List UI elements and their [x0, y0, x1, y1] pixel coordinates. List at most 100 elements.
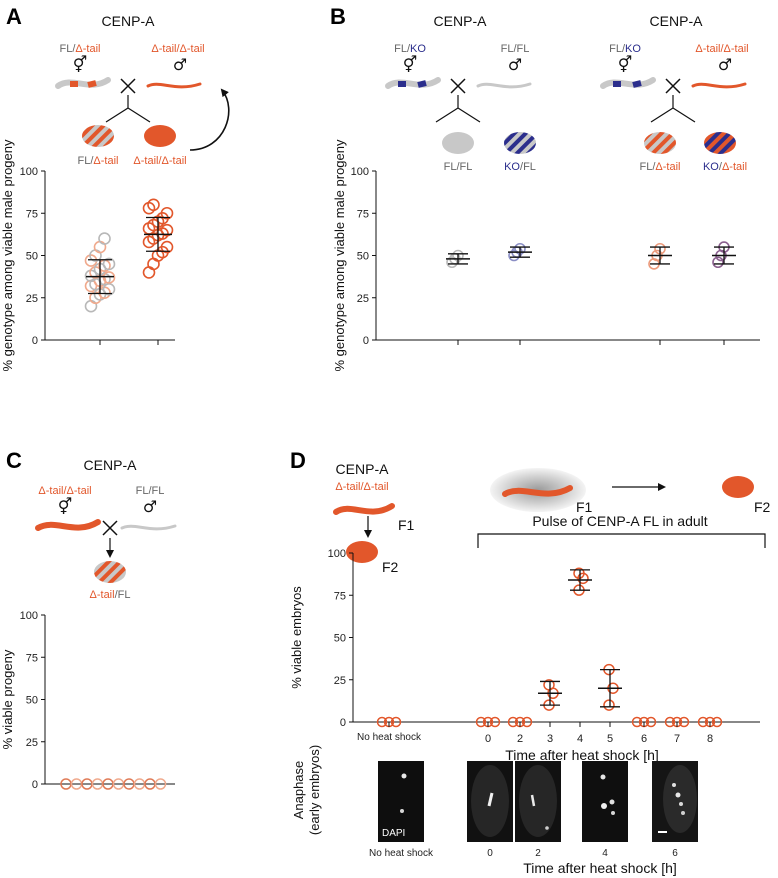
data-point: [711, 716, 723, 728]
data-point: [102, 257, 116, 271]
male-worm-icon: [120, 524, 177, 531]
hermaphrodite-worm-stripes-icon: [70, 80, 97, 88]
panel-c-hermaphrodite-genotype: Δ-tail/Δ-tail: [38, 485, 91, 497]
panel-b1-male-genotype: FL/FL: [501, 43, 530, 55]
panel-c-schematic: C CENP-A Δ-tail/Δ-tail FL/FL ⚥ ♂ Δ-tail/…: [6, 448, 177, 601]
panel-a-male-genotype: Δ-tail/Δ-tail: [151, 43, 204, 55]
micrograph-label-6: 6: [672, 848, 678, 859]
data-point: [697, 716, 709, 728]
male-worm-icon: [146, 82, 202, 89]
panel-a-title: CENP-A: [102, 13, 156, 29]
cross-icon: [120, 78, 136, 94]
embryo-solid-icon: [722, 476, 754, 498]
panel-d-micrographs: Anaphase (early embryos) DAPI No heat sh…: [291, 745, 698, 876]
cross-icon: [102, 520, 118, 536]
recycle-arrow-icon: [189, 88, 230, 151]
data-point: [98, 232, 111, 245]
data-point: [631, 716, 643, 728]
panel-b2-hermaphrodite-genotype: FL/KO: [609, 43, 641, 55]
micrograph-ylabel-2: (early embryos): [307, 745, 322, 835]
dapi-spot: [675, 792, 681, 798]
dapi-chromatin: [530, 794, 536, 807]
data-point: [573, 567, 585, 580]
y-tick-label: 0: [363, 335, 369, 347]
x-tick-label: 5: [607, 733, 613, 745]
male-symbol: ♂: [143, 497, 157, 516]
x-tick-label: 2: [517, 733, 523, 745]
data-point: [93, 240, 107, 254]
chart-a: 0 25 50 75 100 % genotype among viable male p…: [0, 139, 175, 371]
data-point: [84, 299, 98, 313]
y-tick-label: 75: [334, 590, 346, 602]
panel-b-title-1: CENP-A: [434, 13, 488, 29]
cross-icon: [450, 78, 466, 94]
y-tick-label: 100: [20, 166, 38, 178]
male-symbol: ♂: [508, 55, 522, 74]
hermaphrodite-worm-stripes-icon: [398, 80, 427, 88]
data-point: [475, 716, 487, 728]
male-worm-icon: [476, 82, 532, 89]
cross-icon: [665, 78, 681, 94]
embryo-outline: [519, 765, 557, 837]
embryo-grey-icon: [442, 132, 474, 154]
panel-b2-male-genotype: Δ-tail/Δ-tail: [695, 43, 748, 55]
panel-b1-progeny-2: KO/FL: [504, 161, 536, 173]
y-tick-label: 50: [357, 251, 369, 263]
micrograph-4h: [582, 761, 628, 842]
y-tick-label: 0: [32, 779, 38, 791]
dapi-spot: [681, 811, 685, 815]
dapi-label: DAPI: [382, 828, 405, 839]
data-point: [664, 716, 676, 728]
y-axis-label: % genotype among viable male progeny: [0, 139, 15, 371]
panel-b-letter: B: [330, 4, 346, 29]
y-axis-label: % viable progeny: [0, 649, 15, 749]
y-tick-label: 100: [328, 548, 346, 560]
hermaphrodite-worm-icon: [35, 519, 101, 531]
panel-b-schematic: B CENP-A FL/KO FL/FL ⚥ ♂ FL/FL KO/FL CEN…: [330, 4, 749, 173]
data-point: [102, 282, 116, 296]
data-point: [147, 198, 160, 212]
data-point: [142, 266, 156, 279]
micrograph-no-heat-shock: [378, 761, 424, 842]
y-axis-label: % genotype among viable male progeny: [332, 139, 347, 371]
data-point: [678, 716, 690, 728]
micrograph-xlabel: Time after heat shock [h]: [523, 860, 677, 876]
male-symbol: ♂: [173, 55, 187, 74]
panel-d-genotype: Δ-tail/Δ-tail: [335, 481, 388, 493]
panel-b-title-2: CENP-A: [650, 13, 704, 29]
x-tick-label: 7: [674, 733, 680, 745]
male-worm-icon: [691, 82, 747, 89]
dapi-spot: [600, 774, 606, 780]
embryo-striped-icon: [644, 132, 676, 154]
micrograph-label-4: 4: [602, 848, 608, 859]
f1-label: F1: [576, 499, 593, 515]
embryo-blue-striped-icon: [504, 132, 536, 154]
x-tick-label: 3: [547, 733, 553, 745]
y-tick-label: 50: [26, 695, 38, 707]
pulse-label: Pulse of CENP-A FL in adult: [532, 513, 707, 529]
y-tick-label: 100: [20, 610, 38, 622]
panel-c-letter: C: [6, 448, 22, 473]
y-tick-label: 0: [340, 717, 346, 729]
x-tick-label: 6: [641, 733, 647, 745]
dapi-spot: [601, 803, 607, 809]
branch-arrows-icon: [650, 95, 696, 123]
y-tick-label: 25: [334, 675, 346, 687]
dapi-spot: [611, 811, 615, 815]
dapi-spot: [672, 783, 676, 787]
y-axis-label: % viable embryos: [289, 586, 304, 689]
chart-b: 0 25 50 75 100 % genotype among viable male p…: [332, 139, 760, 371]
y-tick-label: 75: [26, 208, 38, 220]
data-point: [712, 256, 724, 269]
chart-c: 0 25 50 75 100 % viable progeny: [0, 610, 175, 791]
data-point: [147, 257, 160, 271]
data-point: [543, 679, 555, 691]
branch-arrows-icon: [435, 95, 481, 123]
panel-b2-progeny-1: FL/Δ-tail: [640, 161, 681, 173]
y-tick-label: 25: [357, 293, 369, 305]
embryo-striped-icon: [94, 561, 126, 583]
panel-b2-progeny-2: KO/Δ-tail: [703, 161, 747, 173]
panel-c-male-genotype: FL/FL: [136, 485, 165, 497]
